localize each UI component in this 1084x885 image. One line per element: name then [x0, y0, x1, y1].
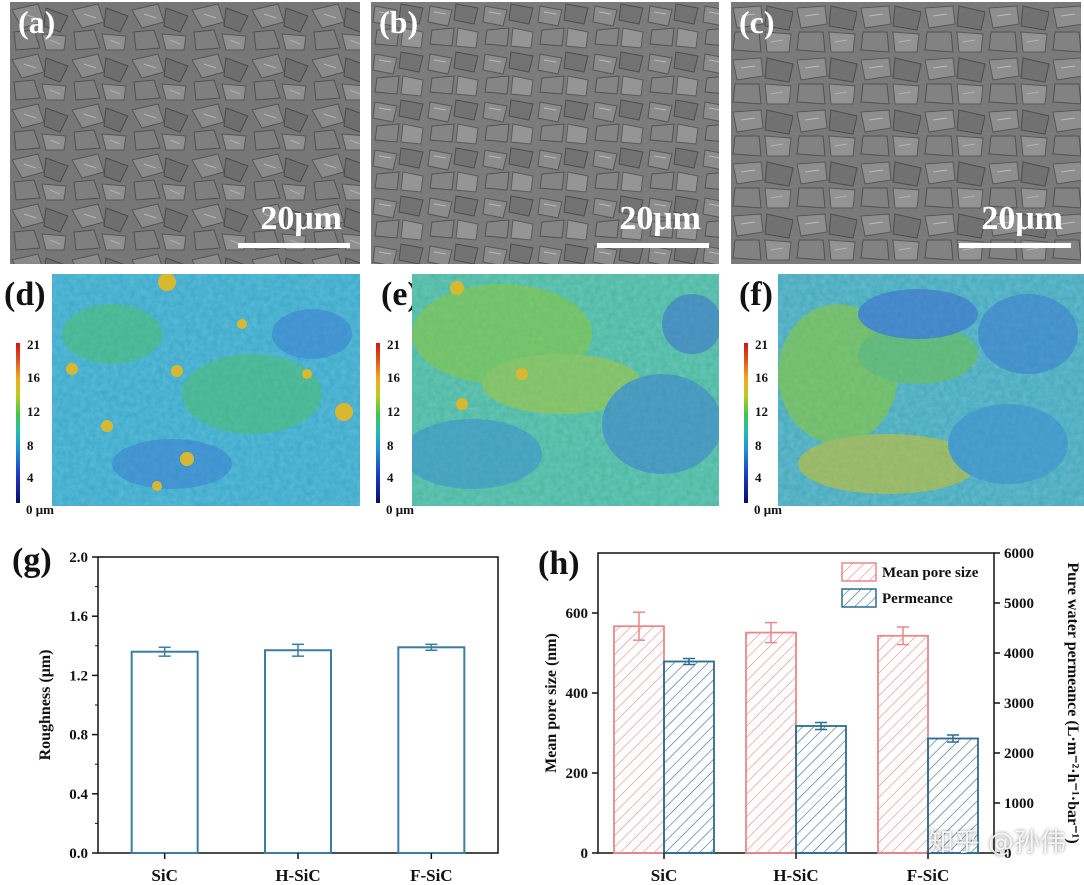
cb-tick-4-d: 4: [27, 470, 34, 485]
scale-bar-a: [238, 243, 350, 248]
bar-g: [264, 649, 332, 854]
y-tick-label-g: 0.4: [69, 787, 88, 803]
scale-bar-c: [959, 243, 1071, 248]
cb-tick-4-e: 4: [387, 470, 394, 485]
bar-h-permeance: [795, 725, 847, 854]
colorbar-e: [376, 343, 380, 503]
chart-h-pore-permeance: 02004006000100020003000400050006000Mean …: [543, 546, 1081, 885]
bar-g: [130, 650, 199, 854]
x-tick-label-g: H-SiC: [275, 866, 320, 885]
y-right-tick-label-h: 3000: [1004, 696, 1034, 712]
y-tick-label-g: 0.0: [69, 846, 88, 862]
height-map-d: [52, 274, 360, 506]
legend-swatch-h: [841, 562, 877, 582]
cb-tick-16-e: 16: [387, 370, 400, 385]
colorbar-d: [16, 343, 20, 503]
y-tick-label-g: 2.0: [69, 550, 88, 566]
y-right-tick-label-h: 2000: [1004, 746, 1034, 762]
cb-tick-16-d: 16: [27, 370, 40, 385]
panel-label-h: (h): [538, 545, 580, 582]
cb-tick-16-f: 16: [755, 370, 768, 385]
bar-h-pore: [613, 625, 665, 854]
cb-tick-8-f: 8: [755, 438, 762, 453]
y-right-axis-label-h: Pure water permeance (L·m⁻²·h⁻¹·bar⁻¹): [1064, 562, 1081, 843]
bar-g: [397, 646, 466, 854]
legend-swatch-h: [841, 588, 877, 608]
sem-image-a: (a) 20μm: [10, 2, 360, 264]
y-tick-label-g: 1.2: [69, 668, 88, 684]
chart-g-roughness: 0.0 0.4 0.8 1.2 1.6 2.0 Roughness (μm) SiC H-SiC…: [37, 550, 499, 885]
sem-texture-b: [371, 2, 719, 264]
cb-tick-12-e: 12: [387, 404, 400, 419]
y-tick-label-g: 1.6: [69, 609, 88, 625]
x-tick-label-h: SiC: [651, 866, 677, 885]
y-tick-label-h: 400: [566, 686, 589, 702]
cb-tick-21-f: 21: [755, 337, 768, 352]
y-axis-label-g: Roughness (μm): [37, 650, 54, 761]
sem-image-b: (b) 20μm: [371, 2, 719, 264]
cb-tick-12-d: 12: [27, 404, 40, 419]
cb-unit-d: 0 μm: [26, 502, 54, 517]
cb-tick-21-e: 21: [387, 337, 400, 352]
sem-texture-c: [731, 2, 1081, 264]
y-right-tick-label-h: 6000: [1004, 546, 1034, 562]
bar-h-pore: [877, 634, 929, 854]
scale-text-b: 20μm: [619, 200, 701, 237]
watermark: 知乎 @孙伟: [927, 828, 1066, 858]
bar-h-pore: [745, 631, 797, 854]
panel-label-c: (c): [739, 4, 775, 40]
y-right-tick-label-h: 1000: [1004, 796, 1034, 812]
x-tick-label-g: SiC: [151, 866, 177, 885]
x-tick-label-h: F-SiC: [907, 866, 950, 885]
panel-label-g: (g): [12, 542, 52, 579]
cb-tick-4-f: 4: [755, 470, 762, 485]
cb-unit-f: 0 μm: [754, 502, 782, 517]
scale-text-a: 20μm: [260, 200, 342, 237]
panel-label-d: (d): [4, 276, 46, 313]
legend-label-h: Mean pore size: [882, 565, 979, 581]
y-tick-label-g: 0.8: [69, 728, 88, 744]
y-right-tick-label-h: 0: [1004, 846, 1012, 862]
height-map-e: [412, 274, 719, 506]
cb-tick-8-d: 8: [27, 438, 34, 453]
sem-texture-a: [10, 2, 360, 264]
scale-bar-b: [597, 243, 709, 248]
legend-label-h: Permeance: [882, 591, 953, 607]
y-axis-label-h: Mean pore size (nm): [543, 633, 560, 773]
scale-text-c: 20μm: [981, 200, 1063, 237]
y-tick-label-h: 600: [566, 606, 589, 622]
panel-label-a: (a): [18, 4, 56, 40]
cb-unit-e: 0 μm: [386, 502, 414, 517]
panel-label-f: (f): [739, 276, 773, 313]
x-tick-label-h: H-SiC: [773, 866, 818, 885]
sem-image-c: (c) 20μm: [731, 2, 1081, 264]
y-right-tick-label-h: 5000: [1004, 596, 1034, 612]
cb-tick-8-e: 8: [387, 438, 394, 453]
y-tick-label-h: 200: [566, 766, 589, 782]
height-map-f: [778, 274, 1084, 506]
cb-tick-21-d: 21: [27, 337, 40, 352]
panel-label-b: (b): [379, 4, 419, 40]
colorbar-f: [744, 343, 748, 503]
bar-h-permeance: [663, 660, 715, 854]
y-tick-label-h: 0: [581, 846, 589, 862]
cb-tick-12-f: 12: [755, 404, 768, 419]
x-tick-label-g: F-SiC: [410, 866, 453, 885]
y-right-tick-label-h: 4000: [1004, 646, 1034, 662]
